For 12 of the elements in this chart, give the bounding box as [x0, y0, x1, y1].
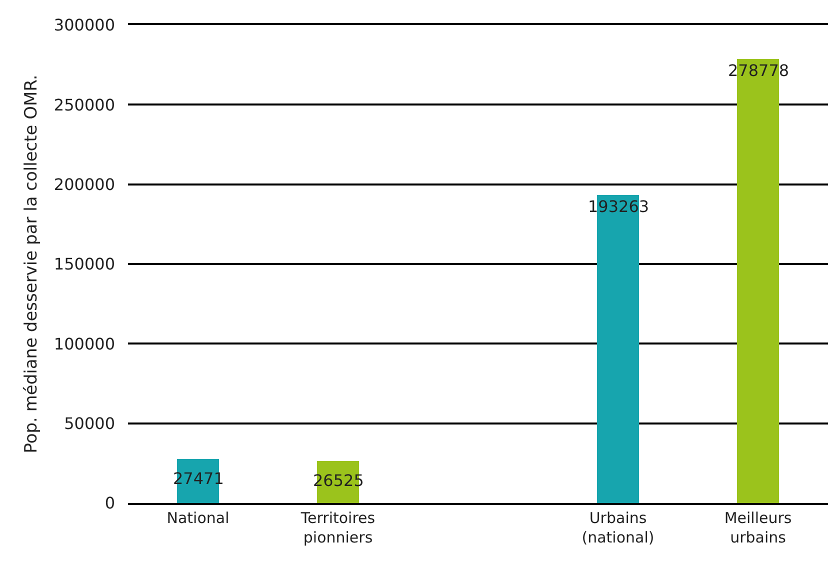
x-tick-label: Meilleurs urbains: [724, 508, 792, 546]
y-tick-label: 200000: [54, 174, 115, 194]
y-tick-label: 100000: [54, 334, 115, 354]
y-tick-label: 300000: [54, 16, 115, 35]
y-tick-label: 0: [104, 494, 115, 513]
y-tick-label: 50000: [64, 414, 115, 433]
x-tick-label: National: [166, 508, 230, 527]
y-axis-title: Pop. médiane desservie par la collecte OMR.: [21, 74, 42, 454]
x-tick-label: Urbains (national): [582, 508, 654, 546]
y-tick-label: 150000: [54, 254, 115, 274]
y-tick-label: 250000: [54, 95, 115, 114]
x-tick-label: Territoires pionniers: [300, 508, 376, 546]
